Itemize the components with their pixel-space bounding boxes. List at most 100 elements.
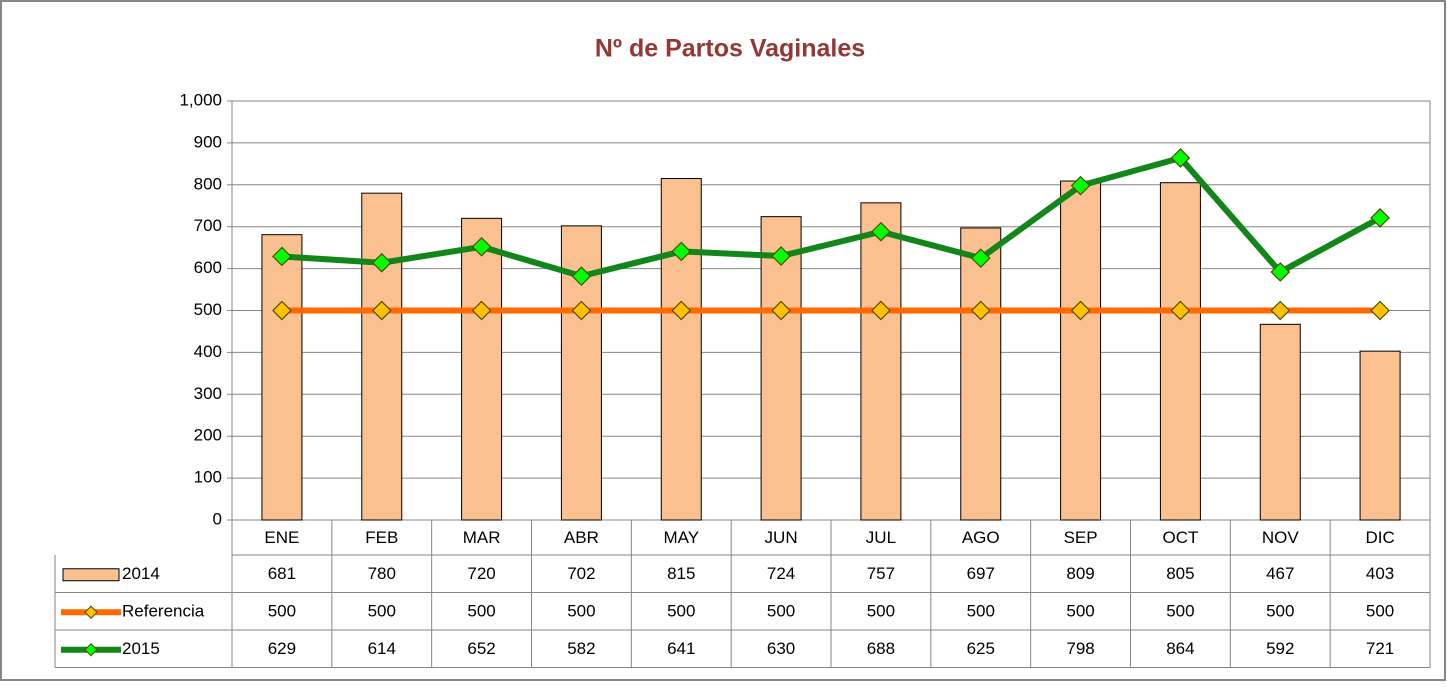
table-value: 403 xyxy=(1366,564,1394,583)
marker xyxy=(771,300,791,321)
table-value: 681 xyxy=(268,564,296,583)
marker xyxy=(471,236,492,257)
marker xyxy=(871,221,891,242)
x-tick-label: MAY xyxy=(663,528,699,547)
marker xyxy=(1170,148,1191,168)
bar xyxy=(760,216,802,521)
table-value: 720 xyxy=(467,564,495,583)
marker xyxy=(671,300,692,321)
table-value: 500 xyxy=(1266,602,1294,621)
legend-label: 2014 xyxy=(122,564,160,583)
table-value: 697 xyxy=(967,564,995,583)
line xyxy=(281,154,1382,280)
x-tick-label: SEP xyxy=(1064,528,1098,547)
x-tick-label: NOV xyxy=(1262,528,1300,547)
marker xyxy=(1270,300,1291,321)
y-tick-label: 900 xyxy=(194,132,222,151)
x-tick-label: FEB xyxy=(365,528,398,547)
y-tick-label: 300 xyxy=(194,384,222,403)
table-value: 500 xyxy=(1366,602,1394,621)
y-tick-label: 200 xyxy=(194,426,222,445)
x-tick-label: ABR xyxy=(564,528,599,547)
legend-label: Referencia xyxy=(122,602,205,621)
table-value: 652 xyxy=(467,639,495,658)
marker xyxy=(1370,208,1390,228)
marker xyxy=(970,300,991,321)
marker xyxy=(272,246,292,267)
legend-key xyxy=(84,643,98,657)
marker xyxy=(671,241,692,262)
table-value: 721 xyxy=(1366,639,1394,658)
bar xyxy=(1060,180,1102,521)
bar xyxy=(1259,323,1301,521)
y-tick-label: 1,000 xyxy=(179,90,222,109)
y-tick-label: 0 xyxy=(213,509,222,528)
x-tick-label: ENE xyxy=(264,528,299,547)
table-value: 582 xyxy=(567,639,595,658)
table-value: 500 xyxy=(967,602,995,621)
legend-key xyxy=(62,568,120,582)
bar xyxy=(1359,350,1401,521)
marker xyxy=(1370,300,1390,321)
bar xyxy=(660,178,702,521)
table-value: 702 xyxy=(567,564,595,583)
bar xyxy=(1159,182,1201,521)
bar xyxy=(860,202,902,521)
table-value: 500 xyxy=(667,602,695,621)
table-value: 500 xyxy=(567,602,595,621)
bar xyxy=(960,227,1002,521)
marker xyxy=(571,266,592,286)
table-value: 500 xyxy=(467,602,495,621)
marker xyxy=(371,252,392,273)
table-value: 467 xyxy=(1266,564,1294,583)
table-value: 500 xyxy=(867,602,895,621)
table-value: 614 xyxy=(368,639,396,658)
table-value: 500 xyxy=(767,602,795,621)
table-value: 724 xyxy=(767,564,795,583)
table-value: 809 xyxy=(1066,564,1094,583)
marker xyxy=(970,248,991,268)
legend-key xyxy=(84,605,98,619)
marker xyxy=(272,300,292,321)
table-value: 641 xyxy=(667,639,695,658)
marker xyxy=(1170,300,1191,321)
table-value: 864 xyxy=(1166,639,1194,658)
y-tick-label: 500 xyxy=(194,300,222,319)
table-value: 625 xyxy=(967,639,995,658)
y-tick-label: 700 xyxy=(194,216,222,235)
marker xyxy=(1270,262,1291,282)
y-tick-label: 800 xyxy=(194,174,222,193)
table-value: 805 xyxy=(1166,564,1194,583)
table-value: 780 xyxy=(368,564,396,583)
x-tick-label: OCT xyxy=(1162,528,1198,547)
marker xyxy=(871,300,891,321)
table-value: 798 xyxy=(1066,639,1094,658)
x-tick-label: DIC xyxy=(1365,528,1394,547)
marker xyxy=(371,300,392,321)
marker xyxy=(771,246,791,266)
table-value: 629 xyxy=(268,639,296,658)
y-tick-label: 400 xyxy=(194,342,222,361)
table-value: 500 xyxy=(368,602,396,621)
y-tick-label: 100 xyxy=(194,468,222,487)
marker xyxy=(471,300,492,321)
bar xyxy=(361,192,403,521)
x-tick-label: AGO xyxy=(962,528,1000,547)
x-tick-label: JUL xyxy=(866,528,896,547)
marker xyxy=(571,300,592,321)
x-tick-label: JUN xyxy=(765,528,798,547)
table-value: 500 xyxy=(268,602,296,621)
marker xyxy=(1070,175,1091,196)
table-value: 630 xyxy=(767,639,795,658)
table-value: 688 xyxy=(867,639,895,658)
chart-title: Nº de Partos Vaginales xyxy=(595,35,865,63)
bar xyxy=(461,217,503,521)
marker xyxy=(1070,300,1091,321)
table-value: 500 xyxy=(1066,602,1094,621)
x-tick-label: MAR xyxy=(463,528,501,547)
table-value: 500 xyxy=(1166,602,1194,621)
bar xyxy=(261,234,303,521)
y-tick-label: 600 xyxy=(194,258,222,277)
